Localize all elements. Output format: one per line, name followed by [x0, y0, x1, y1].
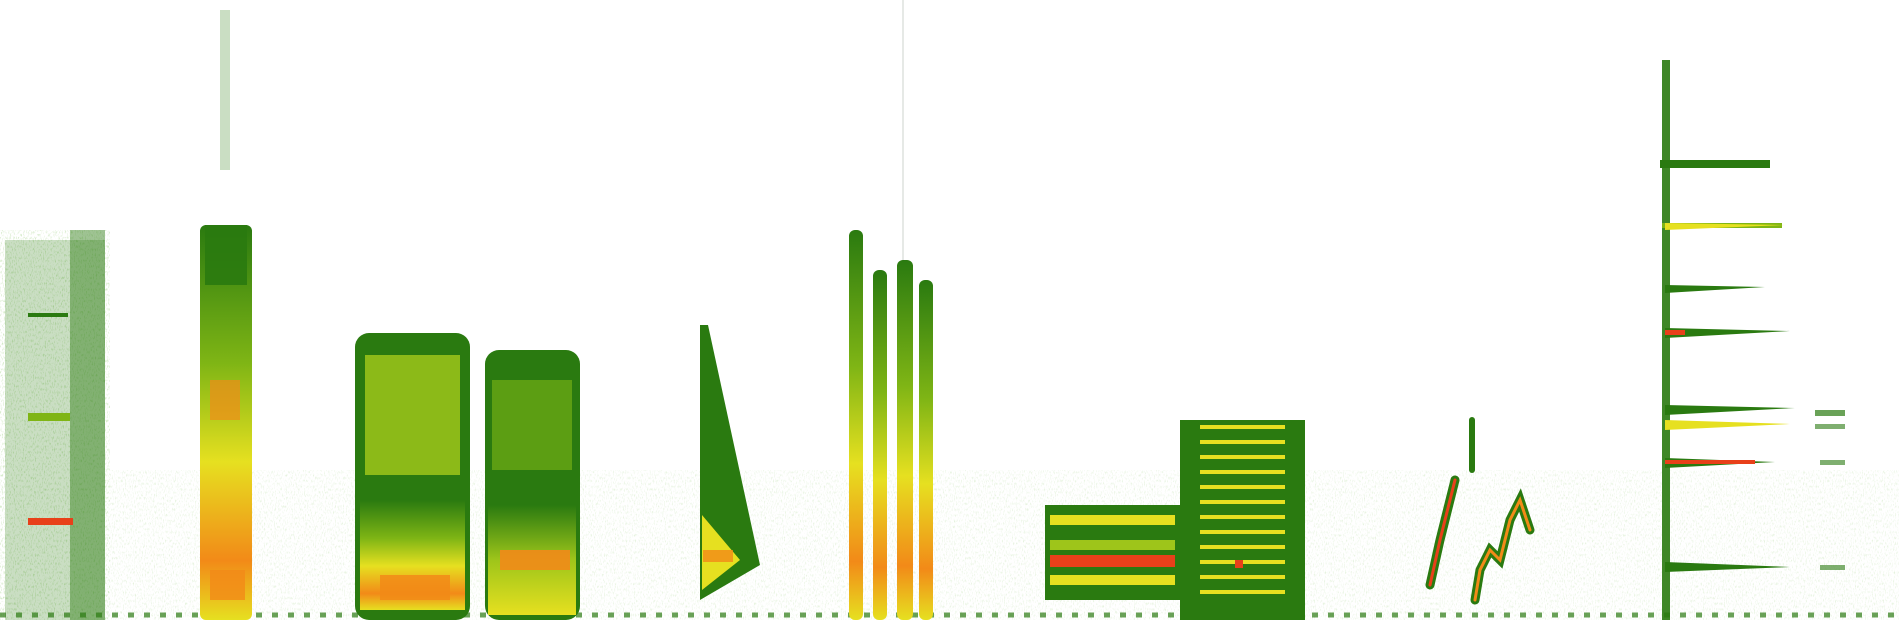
call-group-tall-column: [200, 10, 252, 620]
background-noise: [0, 230, 1899, 620]
call-group-harmonic-stack: [1045, 420, 1305, 620]
call-group-comb: [1660, 60, 1845, 620]
call-group-sweeps: [1425, 417, 1535, 605]
call-group-narrow-pulses: [849, 230, 933, 620]
call-group-triangle: [700, 325, 760, 600]
call-group-left: [5, 230, 105, 620]
call-group-wide-blocks: [355, 333, 580, 620]
